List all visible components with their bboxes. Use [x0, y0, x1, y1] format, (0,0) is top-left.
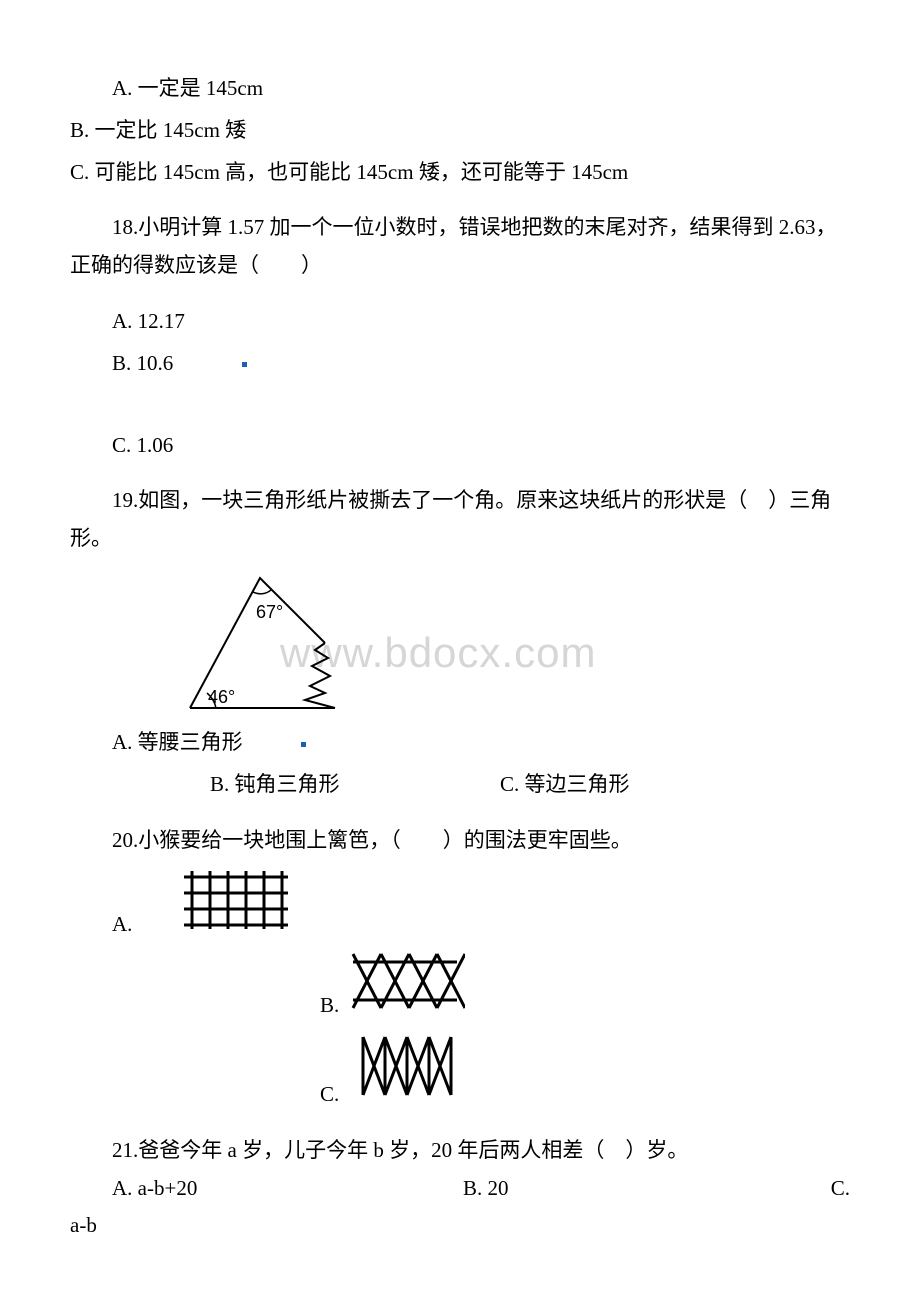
q20-stem: 20.小猴要给一块地围上篱笆，（ ）的围法更牢固些。: [70, 822, 850, 860]
q19-bc-row: B. 钝角三角形 C. 等边三角形: [70, 766, 850, 804]
q20-option-b-row: B.: [320, 950, 850, 1025]
q19-a-text: A. 等腰三角形: [112, 730, 243, 754]
blue-dot-icon: [242, 362, 247, 367]
fence-zigzag-figure: [345, 1031, 465, 1114]
tear-edge: [305, 643, 335, 708]
q19-option-a: A. 等腰三角形: [70, 724, 850, 762]
question-18: 18.小明计算 1.57 加一个一位小数时，错误地把数的末尾对齐，结果得到 2.…: [70, 209, 850, 285]
q17-option-a: A. 一定是 145cm: [70, 70, 850, 108]
q18-options: A. 12.17 B. 10.6 C. 1.06: [70, 303, 850, 464]
top-angle-label: 67°: [256, 602, 283, 622]
fence-grid-figure: [138, 869, 290, 944]
q20-option-a-row: A.: [70, 869, 850, 944]
q21-options-row: A. a-b+20 B. 20 C.: [70, 1170, 850, 1208]
q21-stem: 21.爸爸今年 a 岁，儿子今年 b 岁，20 年后两人相差（ ）岁。: [70, 1132, 850, 1170]
question-19: 19.如图，一块三角形纸片被撕去了一个角。原来这块纸片的形状是（ ）三角形。 6…: [70, 482, 850, 803]
q21-option-b: B. 20: [421, 1170, 733, 1208]
q17-option-b: B. 一定比 145cm 矮: [70, 112, 850, 150]
q18-option-c: C. 1.06: [70, 427, 850, 465]
blue-dot-icon: [301, 742, 306, 747]
q21-option-c: C.: [733, 1170, 850, 1208]
grid-svg: [180, 869, 290, 931]
question-17-options: A. 一定是 145cm B. 一定比 145cm 矮 C. 可能比 145cm…: [70, 70, 850, 191]
zigzag-svg: [345, 1031, 465, 1101]
spacer: [70, 387, 850, 427]
q20-b-label: B.: [320, 993, 339, 1017]
question-21: 21.爸爸今年 a 岁，儿子今年 b 岁，20 年后两人相差（ ）岁。 A. a…: [70, 1132, 850, 1245]
trix-svg: [345, 950, 465, 1012]
q21-option-c-tail: a-b: [70, 1207, 850, 1245]
question-20: 20.小猴要给一块地围上篱笆，（ ）的围法更牢固些。 A. B. C.: [70, 822, 850, 1114]
q19-option-b: B. 钝角三角形: [210, 772, 340, 796]
left-angle-label: 46°: [208, 687, 235, 707]
q19-stem: 19.如图，一块三角形纸片被撕去了一个角。原来这块纸片的形状是（ ）三角形。: [70, 482, 850, 558]
q18-b-text: B. 10.6: [112, 351, 173, 375]
q19-option-c: C. 等边三角形: [500, 772, 630, 796]
q18-option-a: A. 12.17: [70, 303, 850, 341]
q21-option-a: A. a-b+20: [70, 1170, 421, 1208]
q17-option-c: C. 可能比 145cm 高，也可能比 145cm 矮，还可能等于 145cm: [70, 154, 850, 192]
top-angle-arc: [253, 589, 272, 594]
fence-tri-figure: [345, 950, 465, 1025]
q20-c-label: C.: [320, 1082, 339, 1106]
q20-a-label: A.: [112, 912, 132, 936]
q20-option-c-row: C.: [320, 1031, 850, 1114]
q18-option-b: B. 10.6: [70, 345, 850, 383]
torn-triangle-figure: 67° 46°: [160, 568, 360, 718]
q18-stem: 18.小明计算 1.57 加一个一位小数时，错误地把数的末尾对齐，结果得到 2.…: [70, 209, 850, 285]
